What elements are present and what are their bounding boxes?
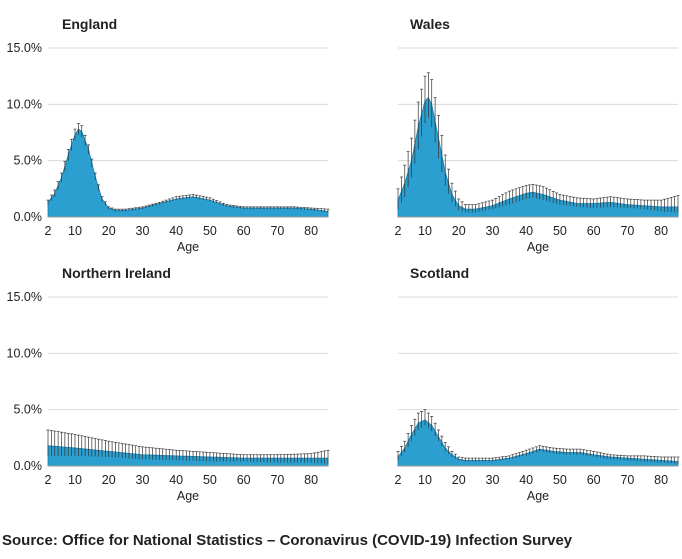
x-tick-label: 50	[203, 473, 217, 487]
x-tick-label: 40	[169, 473, 183, 487]
x-axis-label: Age	[177, 489, 199, 503]
area-series	[397, 96, 679, 218]
x-tick-label: 40	[169, 224, 183, 238]
x-tick-label: 2	[395, 473, 402, 487]
panel-title: Northern Ireland	[62, 265, 171, 281]
x-axis-label: Age	[177, 240, 199, 254]
x-tick-label: 40	[519, 473, 533, 487]
x-tick-label: 2	[45, 224, 52, 238]
x-tick-label: 60	[587, 224, 601, 238]
y-tick-label: 15.0%	[7, 290, 42, 304]
x-tick-label: 50	[553, 473, 567, 487]
area-series	[397, 419, 679, 467]
panel-england: England 0.0% 5.0% 10.0% 15.0% 2 10 20 30 40 50 60 70…	[7, 16, 330, 254]
x-tick-label: 40	[519, 224, 533, 238]
panel-title: England	[62, 16, 117, 32]
x-tick-label: 2	[395, 224, 402, 238]
x-tick-label: 10	[418, 224, 432, 238]
x-tick-label: 20	[452, 224, 466, 238]
y-tick-label: 10.0%	[7, 97, 42, 111]
y-tick-label: 0.0%	[14, 459, 43, 473]
chart-canvas: England 0.0% 5.0% 10.0% 15.0% 2 10 20 30 40 50 60 70…	[7, 16, 680, 503]
y-tick-label: 5.0%	[14, 403, 43, 417]
x-tick-label: 30	[486, 224, 500, 238]
area-series	[47, 128, 329, 218]
y-tick-label: 15.0%	[7, 41, 42, 55]
x-tick-label: 60	[237, 224, 251, 238]
x-tick-label: 60	[237, 473, 251, 487]
x-tick-label: 10	[68, 473, 82, 487]
y-tick-label: 10.0%	[7, 346, 42, 360]
source-note: Source: Office for National Statistics –…	[2, 532, 573, 549]
x-tick-label: 10	[68, 224, 82, 238]
y-tick-label: 0.0%	[14, 210, 43, 224]
x-tick-label: 30	[136, 224, 150, 238]
panel-title: Scotland	[410, 265, 469, 281]
x-tick-label: 80	[654, 224, 668, 238]
x-tick-label: 20	[102, 224, 116, 238]
x-tick-label: 80	[654, 473, 668, 487]
x-tick-label: 50	[553, 224, 567, 238]
x-tick-label: 20	[452, 473, 466, 487]
y-tick-label: 5.0%	[14, 154, 43, 168]
x-tick-label: 80	[304, 473, 318, 487]
x-axis-label: Age	[527, 240, 549, 254]
x-tick-label: 30	[136, 473, 150, 487]
x-tick-label: 10	[418, 473, 432, 487]
panel-northern-ireland: Northern Ireland 0.0% 5.0% 10.0% 15.0% 2 10 20 3…	[7, 265, 330, 503]
x-tick-label: 70	[620, 473, 634, 487]
x-tick-label: 70	[270, 224, 284, 238]
panel-title: Wales	[410, 16, 450, 32]
x-axis-label: Age	[527, 489, 549, 503]
x-tick-label: 60	[587, 473, 601, 487]
area-series	[47, 445, 329, 467]
x-tick-label: 20	[102, 473, 116, 487]
x-tick-label: 70	[270, 473, 284, 487]
x-tick-label: 80	[304, 224, 318, 238]
x-tick-label: 70	[620, 224, 634, 238]
x-tick-label: 30	[486, 473, 500, 487]
x-tick-label: 50	[203, 224, 217, 238]
x-tick-label: 2	[45, 473, 52, 487]
panel-wales: Wales 2 10 20 30 40 50 60 70 80 Age	[395, 16, 680, 254]
panel-scotland: Scotland 2 10 20 30 40 50 60 70 80 Age	[395, 265, 680, 503]
